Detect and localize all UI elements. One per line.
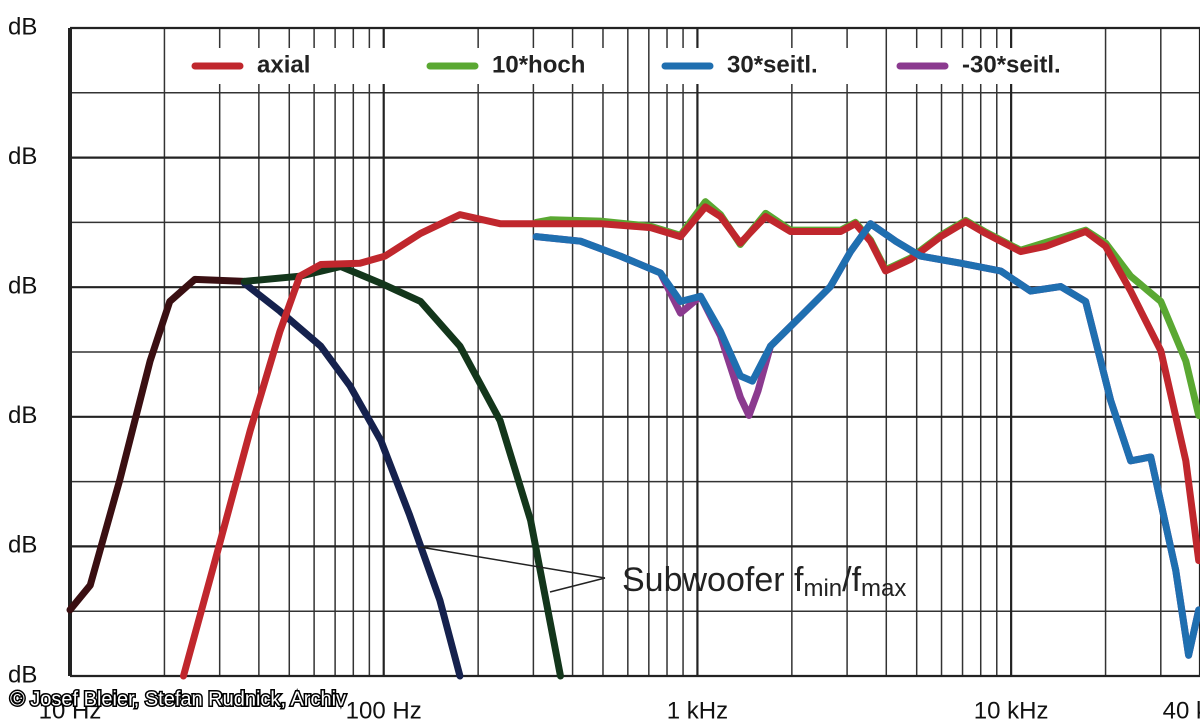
x-tick-label: 100 Hz (346, 697, 422, 720)
series-line (66, 275, 249, 614)
y-tick-label: dB (8, 13, 37, 40)
annotation-part: Subwoofer f (622, 561, 804, 599)
y-tick-label: dB (8, 402, 37, 429)
annotation: Subwoofer fmin/fmax (419, 546, 906, 602)
copyright: © Josef Bleier, Stefan Rudnick, Archiv (10, 688, 346, 710)
series-line (179, 203, 1200, 680)
grid (68, 26, 1200, 678)
annotation-sub: max (861, 575, 906, 602)
series-line (532, 220, 1200, 659)
annotation-part: /f (842, 561, 861, 599)
y-tick-label: dB (8, 661, 37, 688)
y-tick-label: dB (8, 273, 37, 300)
legend-label: axial (257, 51, 310, 78)
curves (66, 198, 1200, 680)
ticks: 10 Hz 100 Hz 1 kHz 10 kHz 40 kHz dB dB dB dB dB dB (8, 13, 1200, 720)
legend-label: 30*seitl. (727, 51, 818, 78)
y-tick-label: dB (8, 532, 37, 559)
annotation-sub: min (803, 575, 842, 602)
legend-label: -30*seitl. (962, 51, 1061, 78)
x-tick-label: 10 kHz (974, 697, 1049, 720)
annotation-arrow (549, 577, 606, 593)
annotation-text: Subwoofer fmin/fmax (622, 561, 906, 602)
legend-label: 10*hoch (492, 51, 585, 78)
y-tick-label: dB (8, 143, 37, 170)
annotation-arrow (419, 546, 606, 579)
x-tick-label: 10 Hz (39, 697, 102, 720)
legend: axial 10*hoch 30*seitl. -30*seitl. (189, 48, 1094, 84)
series-line (241, 262, 564, 680)
x-tick-label: 1 kHz (667, 697, 728, 720)
x-tick-label: 40 kHz (1163, 697, 1200, 720)
